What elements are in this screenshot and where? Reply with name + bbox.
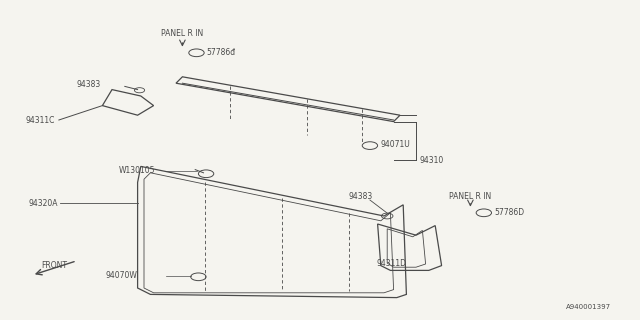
Text: 94071U: 94071U <box>381 140 410 149</box>
Text: 94320A: 94320A <box>29 199 58 208</box>
Text: 94383: 94383 <box>77 80 101 89</box>
Text: A940001397: A940001397 <box>566 304 611 310</box>
Text: 94070W: 94070W <box>106 271 138 280</box>
Text: 57786đ: 57786đ <box>207 48 236 57</box>
Text: 94383: 94383 <box>349 192 373 201</box>
Text: 94311C: 94311C <box>26 116 55 124</box>
Text: 57786D: 57786D <box>494 208 524 217</box>
Text: 94311D: 94311D <box>376 259 406 268</box>
Text: 94310: 94310 <box>419 156 444 164</box>
Text: PANEL R IN: PANEL R IN <box>449 192 492 201</box>
Text: FRONT: FRONT <box>42 261 67 270</box>
Text: W130105: W130105 <box>118 166 155 175</box>
Text: PANEL R IN: PANEL R IN <box>161 29 204 38</box>
